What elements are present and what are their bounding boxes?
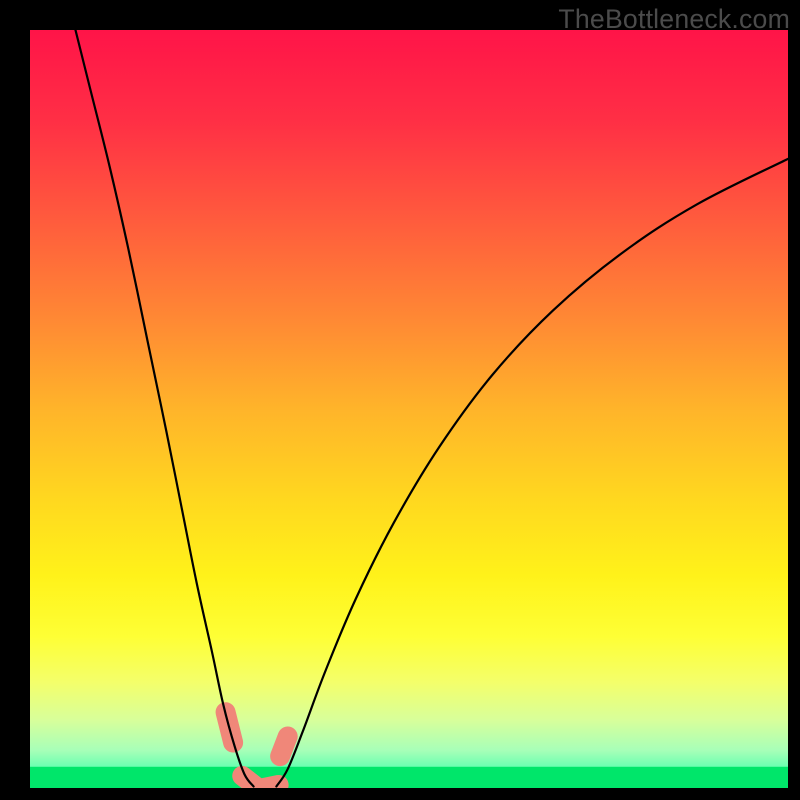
watermark-text: TheBottleneck.com: [558, 4, 790, 35]
curve-right-branch: [276, 159, 788, 787]
baseline-band: [30, 767, 788, 788]
curves-layer: [30, 30, 788, 788]
data-marker: [280, 736, 288, 756]
curve-left-branch: [75, 30, 253, 786]
plot-area: [30, 30, 788, 788]
